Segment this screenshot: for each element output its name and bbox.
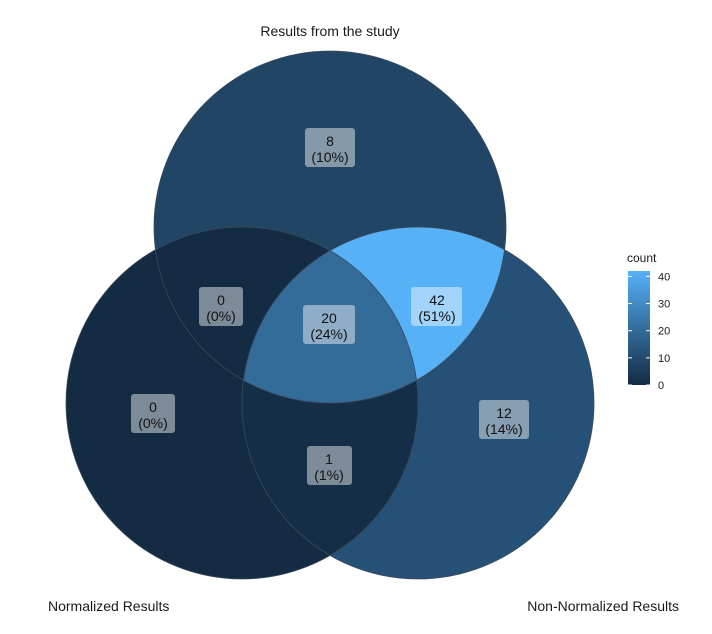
legend-tick-label: 20: [658, 326, 670, 338]
region-count: 42: [429, 292, 445, 308]
legend-title: count: [627, 251, 657, 265]
legend-tick-label: 40: [658, 271, 670, 283]
legend-colorbar: [628, 271, 650, 385]
set-outlines: [65, 50, 595, 580]
region-percent: (0%): [206, 308, 236, 324]
region-percent: (51%): [418, 308, 455, 324]
region-all-three: [242, 227, 418, 403]
set-outline-study: [153, 50, 507, 404]
region-percent: (0%): [138, 415, 168, 431]
region-percent: (10%): [311, 149, 348, 165]
region-count: 20: [321, 310, 337, 326]
region-label-study-only: 8 (10%): [305, 128, 355, 167]
region-count: 12: [496, 405, 512, 421]
region-count: 8: [326, 133, 334, 149]
region-percent: (1%): [314, 467, 344, 483]
legend-ticks: 0 10 20 30 40: [628, 271, 670, 392]
set-label-non-normalized: Non-Normalized Results: [527, 598, 679, 614]
region-percent: (24%): [310, 326, 347, 342]
region-label-normalized-only: 0 (0%): [131, 394, 175, 433]
legend-tick-label: 30: [658, 299, 670, 311]
region-count: 0: [149, 399, 157, 415]
set-label-study: Results from the study: [260, 23, 399, 39]
region-label-study-non-normalized: 42 (51%): [411, 287, 462, 326]
region-fills: [66, 51, 594, 579]
region-labels: 8 (10%) 0 (0%) 12 (14%) 0 (0%) 42 (51%) …: [131, 128, 529, 485]
region-label-study-normalized: 0 (0%): [199, 287, 243, 326]
legend-tick-label: 10: [658, 353, 670, 365]
count-legend: count 0 10 20 30 40: [627, 251, 670, 392]
set-outline-non-normalized: [241, 226, 595, 580]
region-label-non-normalized-only: 12 (14%): [479, 400, 529, 439]
region-percent: (14%): [485, 421, 522, 437]
region-count: 1: [325, 451, 333, 467]
legend-tick-label: 0: [658, 380, 664, 392]
region-label-all-three: 20 (24%): [303, 305, 355, 344]
region-count: 0: [217, 292, 225, 308]
region-label-normalized-non-normalized: 1 (1%): [307, 446, 352, 485]
set-label-normalized: Normalized Results: [48, 598, 169, 614]
set-outline-normalized: [65, 226, 419, 580]
